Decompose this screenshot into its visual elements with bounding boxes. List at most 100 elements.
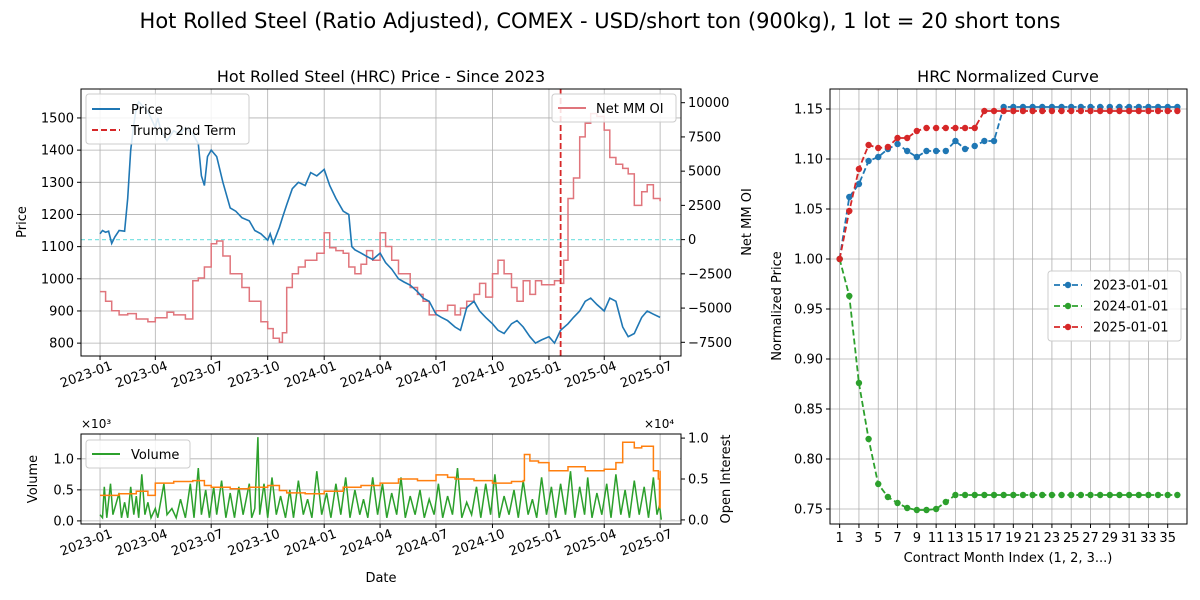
curve-x-tick-label: 15 bbox=[966, 531, 983, 546]
curve-x-tick-label: 35 bbox=[1159, 531, 1176, 546]
curve-chart-title: HRC Normalized Curve bbox=[917, 67, 1099, 86]
price-legend-right: Net MM OI bbox=[551, 93, 677, 123]
price-y2-tick-label: 10000 bbox=[688, 96, 729, 111]
curve-point-2025-01-01 bbox=[1029, 107, 1036, 115]
volume-chart-ylabel: Volume bbox=[26, 455, 41, 503]
curve-point-2024-01-01 bbox=[952, 491, 959, 499]
curve-point-2025-01-01 bbox=[1116, 107, 1123, 115]
volume-x-tick-label: 2024-10 bbox=[451, 527, 507, 560]
curve-point-2025-01-01 bbox=[1077, 107, 1085, 115]
price-y-tick-label: 1400 bbox=[41, 144, 74, 159]
curve-point-2024-01-01 bbox=[1058, 491, 1065, 499]
curve-point-2024-01-01 bbox=[855, 379, 863, 387]
curve-chart-frame bbox=[829, 88, 1188, 525]
volume-chart-x-ticks: 2023-01 2023-04 2023-07 2023-10 2024-01 2024-… bbox=[58, 524, 675, 560]
curve-y-tick-label: 0.90 bbox=[794, 353, 823, 368]
curve-point-2024-01-01 bbox=[932, 505, 940, 513]
curve-point-2025-01-01 bbox=[1106, 107, 1114, 115]
curve-x-tick-label: 5 bbox=[874, 531, 882, 546]
curve-point-2024-01-01 bbox=[981, 491, 988, 499]
volume-chart-lines bbox=[99, 437, 663, 521]
curve-point-2024-01-01 bbox=[923, 506, 930, 514]
curve-point-2024-01-01 bbox=[1087, 491, 1094, 499]
curve-legend-label-2023-01-01: 2023-01-01 bbox=[1093, 279, 1169, 294]
curve-point-2023-01-01 bbox=[865, 157, 872, 165]
price-y-tick-label: 900 bbox=[49, 304, 74, 319]
curve-x-tick-label: 13 bbox=[947, 531, 964, 546]
volume-chart-y2label: Open Interest bbox=[719, 435, 734, 524]
curve-point-2025-01-01 bbox=[846, 207, 853, 215]
curve-point-2023-01-01 bbox=[875, 153, 882, 161]
curve-point-2023-01-01 bbox=[923, 147, 930, 155]
curve-point-2025-01-01 bbox=[1039, 107, 1046, 115]
price-x-tick-label: 2025-04 bbox=[563, 359, 619, 392]
volume-x-tick-label: 2025-04 bbox=[563, 527, 619, 560]
volume-x-tick-label: 2023-07 bbox=[170, 527, 226, 560]
curve-point-2024-01-01 bbox=[1077, 491, 1085, 499]
volume-chart-y-ticks: 0.0 0.5 1.0 bbox=[53, 452, 81, 529]
curve-x-tick-label: 7 bbox=[893, 531, 901, 546]
curve-series-line-2025-01-01 bbox=[838, 110, 1178, 260]
price-chart-ylabel: Price bbox=[15, 206, 30, 238]
curve-x-tick-label: 11 bbox=[928, 531, 945, 546]
price-chart-y-ticks: 800 900 1000 1100 1200 1300 1400 1500 bbox=[41, 111, 81, 352]
curve-point-2025-01-01 bbox=[1048, 107, 1056, 115]
curve-point-2025-01-01 bbox=[971, 124, 978, 132]
volume-x-tick-label: 2024-07 bbox=[394, 527, 450, 560]
curve-point-2024-01-01 bbox=[1145, 491, 1152, 499]
curve-x-tick-label: 27 bbox=[1082, 531, 1099, 546]
price-x-tick-label: 2024-07 bbox=[394, 359, 450, 392]
curve-point-2025-01-01 bbox=[1145, 107, 1152, 115]
price-y-tick-label: 1300 bbox=[41, 176, 74, 191]
volume-series-line bbox=[99, 437, 663, 521]
curve-point-2025-01-01 bbox=[952, 124, 959, 132]
curve-legend-marker-2024-01-01 bbox=[1064, 302, 1072, 310]
curve-point-2023-01-01 bbox=[913, 153, 921, 161]
curve-x-tick-label: 23 bbox=[1044, 531, 1061, 546]
price-y2-tick-label: 5000 bbox=[688, 165, 721, 180]
curve-point-2024-01-01 bbox=[903, 504, 911, 512]
curve-point-2025-01-01 bbox=[903, 134, 911, 142]
curve-point-2025-01-01 bbox=[875, 144, 882, 152]
figure-title: Hot Rolled Steel (Ratio Adjusted), COMEX… bbox=[140, 9, 1061, 33]
price-chart-frame bbox=[80, 88, 682, 357]
volume-x-tick-label: 2024-04 bbox=[338, 527, 394, 560]
curve-point-2025-01-01 bbox=[865, 141, 872, 149]
volume-y-tick-label: 0.5 bbox=[53, 483, 74, 498]
curve-point-2025-01-01 bbox=[1174, 107, 1181, 115]
curve-point-2023-01-01 bbox=[981, 137, 988, 145]
curve-point-2025-01-01 bbox=[1019, 107, 1027, 115]
netmm-series-line bbox=[100, 112, 661, 344]
curve-point-2025-01-01 bbox=[1125, 107, 1133, 115]
curve-point-2024-01-01 bbox=[1174, 491, 1181, 499]
volume-chart-xlabel: Date bbox=[365, 571, 396, 586]
volume-x-tick-label: 2023-04 bbox=[114, 527, 170, 560]
curve-point-2024-01-01 bbox=[971, 491, 978, 499]
price-y-tick-label: 1200 bbox=[41, 208, 74, 223]
curve-x-tick-label: 25 bbox=[1063, 531, 1080, 546]
curve-legend: 2023-01-01 2024-01-01 2025-01-01 bbox=[1047, 270, 1182, 342]
curve-point-2023-01-01 bbox=[942, 147, 949, 155]
curve-y-tick-label: 1.00 bbox=[794, 253, 823, 268]
volume-x-tick-label: 2023-10 bbox=[226, 527, 282, 560]
curve-point-2024-01-01 bbox=[1039, 491, 1046, 499]
volume-chart-offset-left: ×10³ bbox=[81, 417, 111, 431]
curve-point-2025-01-01 bbox=[913, 127, 921, 135]
price-x-tick-label: 2025-01 bbox=[507, 359, 563, 392]
oi-y-tick-label: 0.5 bbox=[688, 473, 709, 488]
curve-point-2025-01-01 bbox=[923, 124, 930, 132]
curve-chart-y-ticks: 0.75 0.80 0.85 0.90 0.95 1.00 1.05 1.10 1.15 bbox=[794, 103, 830, 518]
curve-chart-grid bbox=[830, 89, 1187, 524]
price-y2-tick-label: −2500 bbox=[688, 267, 732, 282]
curve-point-2024-01-01 bbox=[1135, 491, 1142, 499]
volume-y-tick-label: 0.0 bbox=[53, 514, 74, 529]
price-chart-title: Hot Rolled Steel (HRC) Price - Since 202… bbox=[217, 67, 545, 86]
curve-legend-label-2024-01-01: 2024-01-01 bbox=[1093, 300, 1169, 315]
curve-x-tick-label: 17 bbox=[986, 531, 1003, 546]
curve-legend-marker-2023-01-01 bbox=[1064, 281, 1072, 289]
oi-y-tick-label: 0.0 bbox=[688, 513, 709, 528]
curve-point-2024-01-01 bbox=[1010, 491, 1017, 499]
curve-point-2024-01-01 bbox=[961, 491, 969, 499]
curve-y-tick-label: 0.80 bbox=[794, 453, 823, 468]
